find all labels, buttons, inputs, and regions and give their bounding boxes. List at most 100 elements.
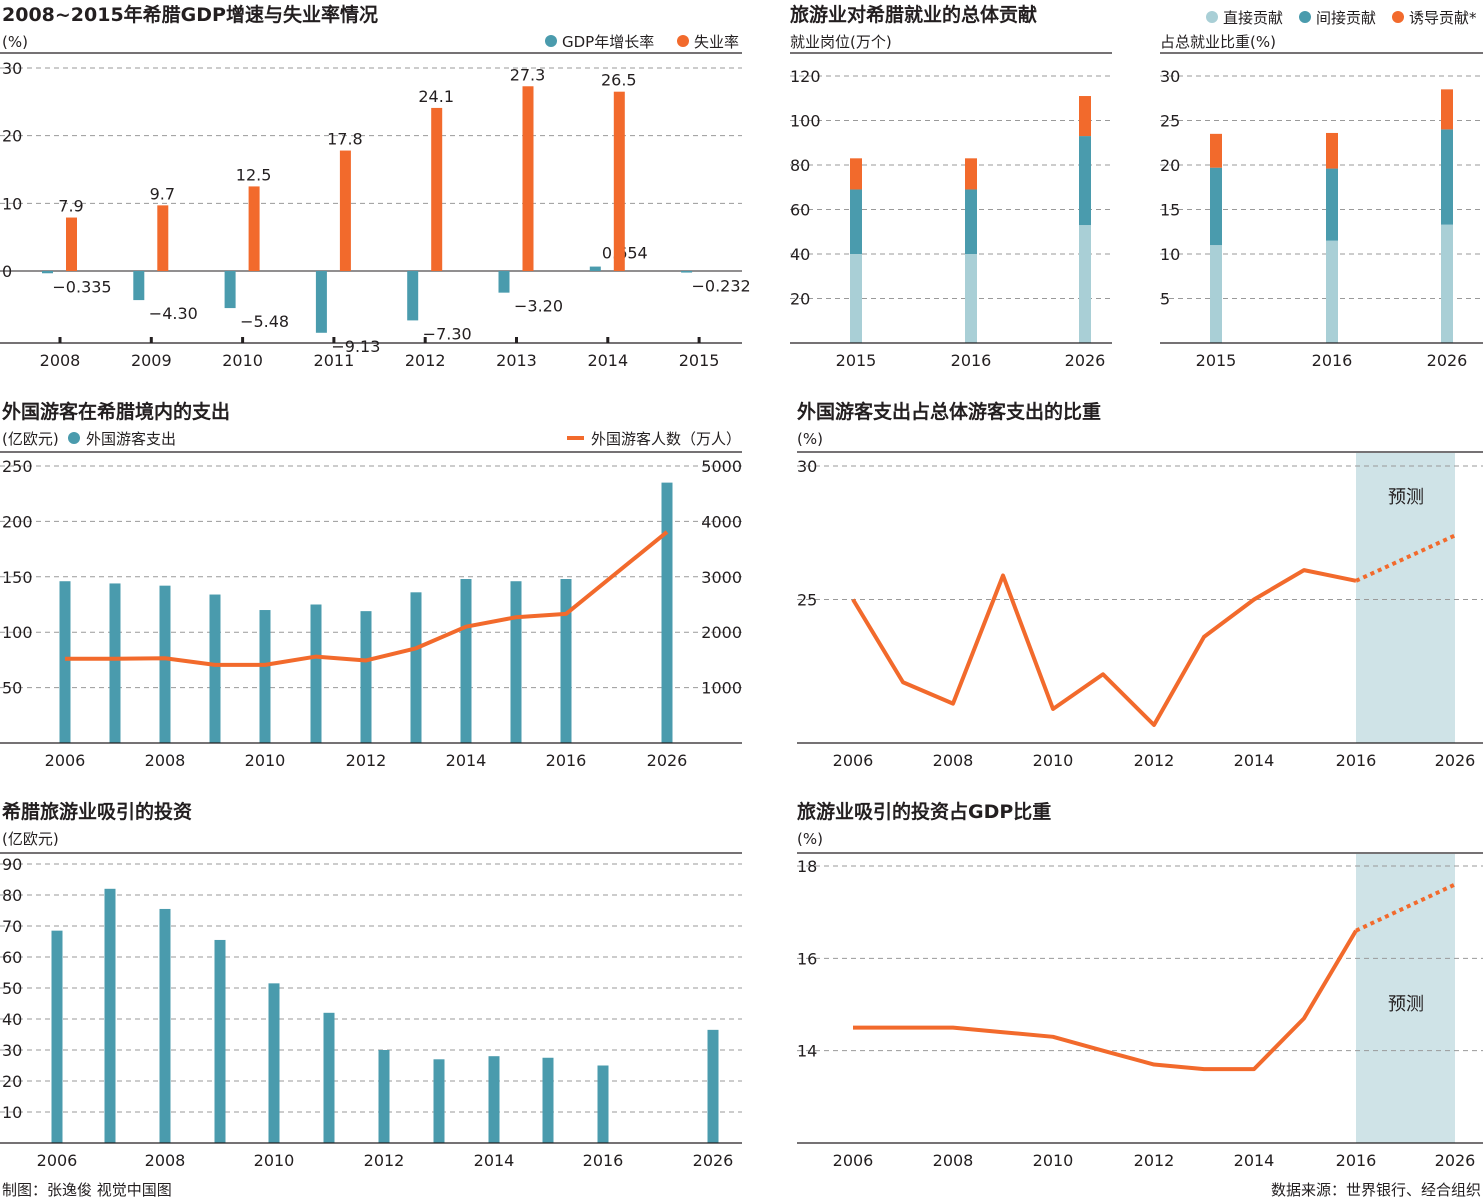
jobs-share-unit: 占总就业比重(%) bbox=[1160, 33, 1276, 51]
jobs-y-tick: 15 bbox=[1160, 201, 1180, 220]
x-tick-label: 2012 bbox=[405, 351, 446, 370]
jobs-y-tick: 30 bbox=[1160, 67, 1180, 86]
unemployment-value-label: 17.8 bbox=[327, 130, 363, 149]
spending-bar bbox=[109, 583, 121, 743]
x-tick-label: 2010 bbox=[1033, 751, 1074, 770]
unemployment-value-label: 12.5 bbox=[236, 165, 272, 184]
x-tick-label: 2016 bbox=[951, 351, 992, 370]
investment-gdp-chart: 旅游业吸引的投资占GDP比重 (%) 18 16 14 预测 2006 2008 201… bbox=[797, 800, 1483, 1170]
gdp-value-label: −7.30 bbox=[423, 324, 472, 343]
investment-y-tick: 40 bbox=[2, 1010, 22, 1029]
x-tick-label: 2010 bbox=[1033, 1151, 1074, 1170]
x-tick-label: 2026 bbox=[1435, 751, 1476, 770]
source-text: 数据来源：世界银行、经合组织 bbox=[1271, 1181, 1481, 1199]
x-tick-label: 2006 bbox=[45, 751, 86, 770]
spending-bar bbox=[259, 610, 271, 743]
spending-y-right-tick: 3000 bbox=[701, 568, 742, 587]
gdp-unemployment-chart: 2008~2015年希腊GDP增速与失业率情况 (%) GDP年增长率 失业率 … bbox=[0, 3, 751, 370]
spending-bar bbox=[59, 581, 71, 743]
unemployment-value-label: 7.9 bbox=[58, 197, 83, 216]
jobs-y-tick: 20 bbox=[790, 290, 810, 309]
gdp-value-label: −0.232 bbox=[691, 277, 750, 296]
spending-bar bbox=[159, 585, 171, 743]
gdp-bar bbox=[133, 271, 145, 301]
investment-y-tick: 20 bbox=[2, 1072, 22, 1091]
jobs-total-chart: 旅游业对希腊就业的总体贡献 直接贡献 间接贡献 诱导贡献* 就业岗位(万个) 1… bbox=[790, 3, 1477, 370]
share-line bbox=[851, 568, 1357, 727]
legend-induced-label: 诱导贡献* bbox=[1409, 9, 1477, 27]
gdp-bar bbox=[224, 271, 236, 309]
stack-segment-induced bbox=[1326, 132, 1338, 169]
x-tick-label: 2014 bbox=[474, 1151, 515, 1170]
x-tick-label: 2016 bbox=[1336, 751, 1377, 770]
spending-share-unit: (%) bbox=[797, 430, 823, 448]
x-tick-label: 2006 bbox=[37, 1151, 78, 1170]
x-tick-label: 2012 bbox=[346, 751, 387, 770]
jobs-y-tick: 120 bbox=[790, 67, 821, 86]
spending-y-right-tick: 1000 bbox=[701, 679, 742, 698]
gdp-y-tick: 20 bbox=[2, 127, 22, 146]
jobs-unit: 就业岗位(万个) bbox=[790, 33, 892, 51]
x-tick-label: 2026 bbox=[1065, 351, 1106, 370]
x-tick-label: 2008 bbox=[40, 351, 81, 370]
unemployment-value-label: 27.3 bbox=[510, 65, 546, 84]
legend-spending-label: 外国游客支出 bbox=[86, 430, 176, 448]
x-tick-label: 2026 bbox=[1427, 351, 1468, 370]
jobs-y-tick: 20 bbox=[1160, 156, 1180, 175]
gdp-value-label: −5.48 bbox=[240, 312, 289, 331]
x-tick-label: 2008 bbox=[933, 751, 974, 770]
credit-text: 制图：张逸俊 视觉中国图 bbox=[2, 1181, 172, 1199]
spending-bar bbox=[360, 611, 372, 743]
gdp-value-label: −9.13 bbox=[331, 337, 380, 356]
gdp-value-label: −4.30 bbox=[149, 304, 198, 323]
stack-segment-direct bbox=[1079, 225, 1091, 343]
x-tick-label: 2014 bbox=[587, 351, 628, 370]
visitors-line bbox=[65, 530, 669, 667]
stack-segment-direct bbox=[1210, 245, 1222, 343]
gdp-y-tick: 30 bbox=[2, 59, 22, 78]
legend-gdp-marker bbox=[545, 35, 557, 47]
investment-bar bbox=[104, 888, 116, 1143]
unemployment-value-label: 9.7 bbox=[150, 184, 175, 203]
x-tick-label: 2015 bbox=[679, 351, 720, 370]
jobs-y-tick: 40 bbox=[790, 245, 810, 264]
investment-bar bbox=[707, 1029, 719, 1143]
jobs-y-tick: 80 bbox=[790, 156, 810, 175]
stack-segment-indirect bbox=[1210, 167, 1222, 246]
spending-y-left-tick: 150 bbox=[2, 568, 33, 587]
unemployment-bar bbox=[522, 86, 534, 272]
x-tick-label: 2013 bbox=[496, 351, 537, 370]
stack-segment-direct bbox=[850, 254, 862, 343]
investment-y-tick: 90 bbox=[2, 855, 22, 874]
investment-y-tick: 80 bbox=[2, 886, 22, 905]
spending-bar bbox=[209, 594, 221, 743]
spending-bar bbox=[410, 592, 422, 743]
unemployment-bar bbox=[613, 91, 625, 271]
spending-y-left-tick: 100 bbox=[2, 623, 33, 642]
x-tick-label: 2014 bbox=[446, 751, 487, 770]
investment-bar bbox=[51, 930, 63, 1143]
gdp-bar bbox=[498, 271, 510, 293]
x-tick-label: 2026 bbox=[693, 1151, 734, 1170]
forecast-region bbox=[1356, 453, 1455, 743]
gdp-bar bbox=[407, 271, 419, 321]
gdp-bar bbox=[315, 271, 327, 333]
forecast-label: 预测 bbox=[1388, 994, 1424, 1015]
gdp-value-label: −0.335 bbox=[52, 277, 111, 296]
x-tick-label: 2015 bbox=[836, 351, 877, 370]
spending-y-left-tick: 50 bbox=[2, 679, 22, 698]
unemployment-bar bbox=[157, 205, 169, 271]
investment-bar bbox=[323, 1012, 335, 1143]
investment-bar bbox=[268, 983, 280, 1143]
legend-indirect-marker bbox=[1299, 11, 1311, 23]
unemployment-bar bbox=[339, 150, 351, 271]
investment-gdp-title: 旅游业吸引的投资占GDP比重 bbox=[797, 800, 1051, 823]
jobs-y-tick: 100 bbox=[790, 112, 821, 131]
legend-direct-marker bbox=[1206, 11, 1218, 23]
spending-y-right-tick: 5000 bbox=[701, 457, 742, 476]
legend: 直接贡献 间接贡献 诱导贡献* bbox=[1206, 9, 1477, 27]
investment-gdp-unit: (%) bbox=[797, 830, 823, 848]
x-tick-label: 2026 bbox=[1435, 1151, 1476, 1170]
x-tick-label: 2026 bbox=[647, 751, 688, 770]
legend-unemployment-marker bbox=[677, 35, 689, 47]
